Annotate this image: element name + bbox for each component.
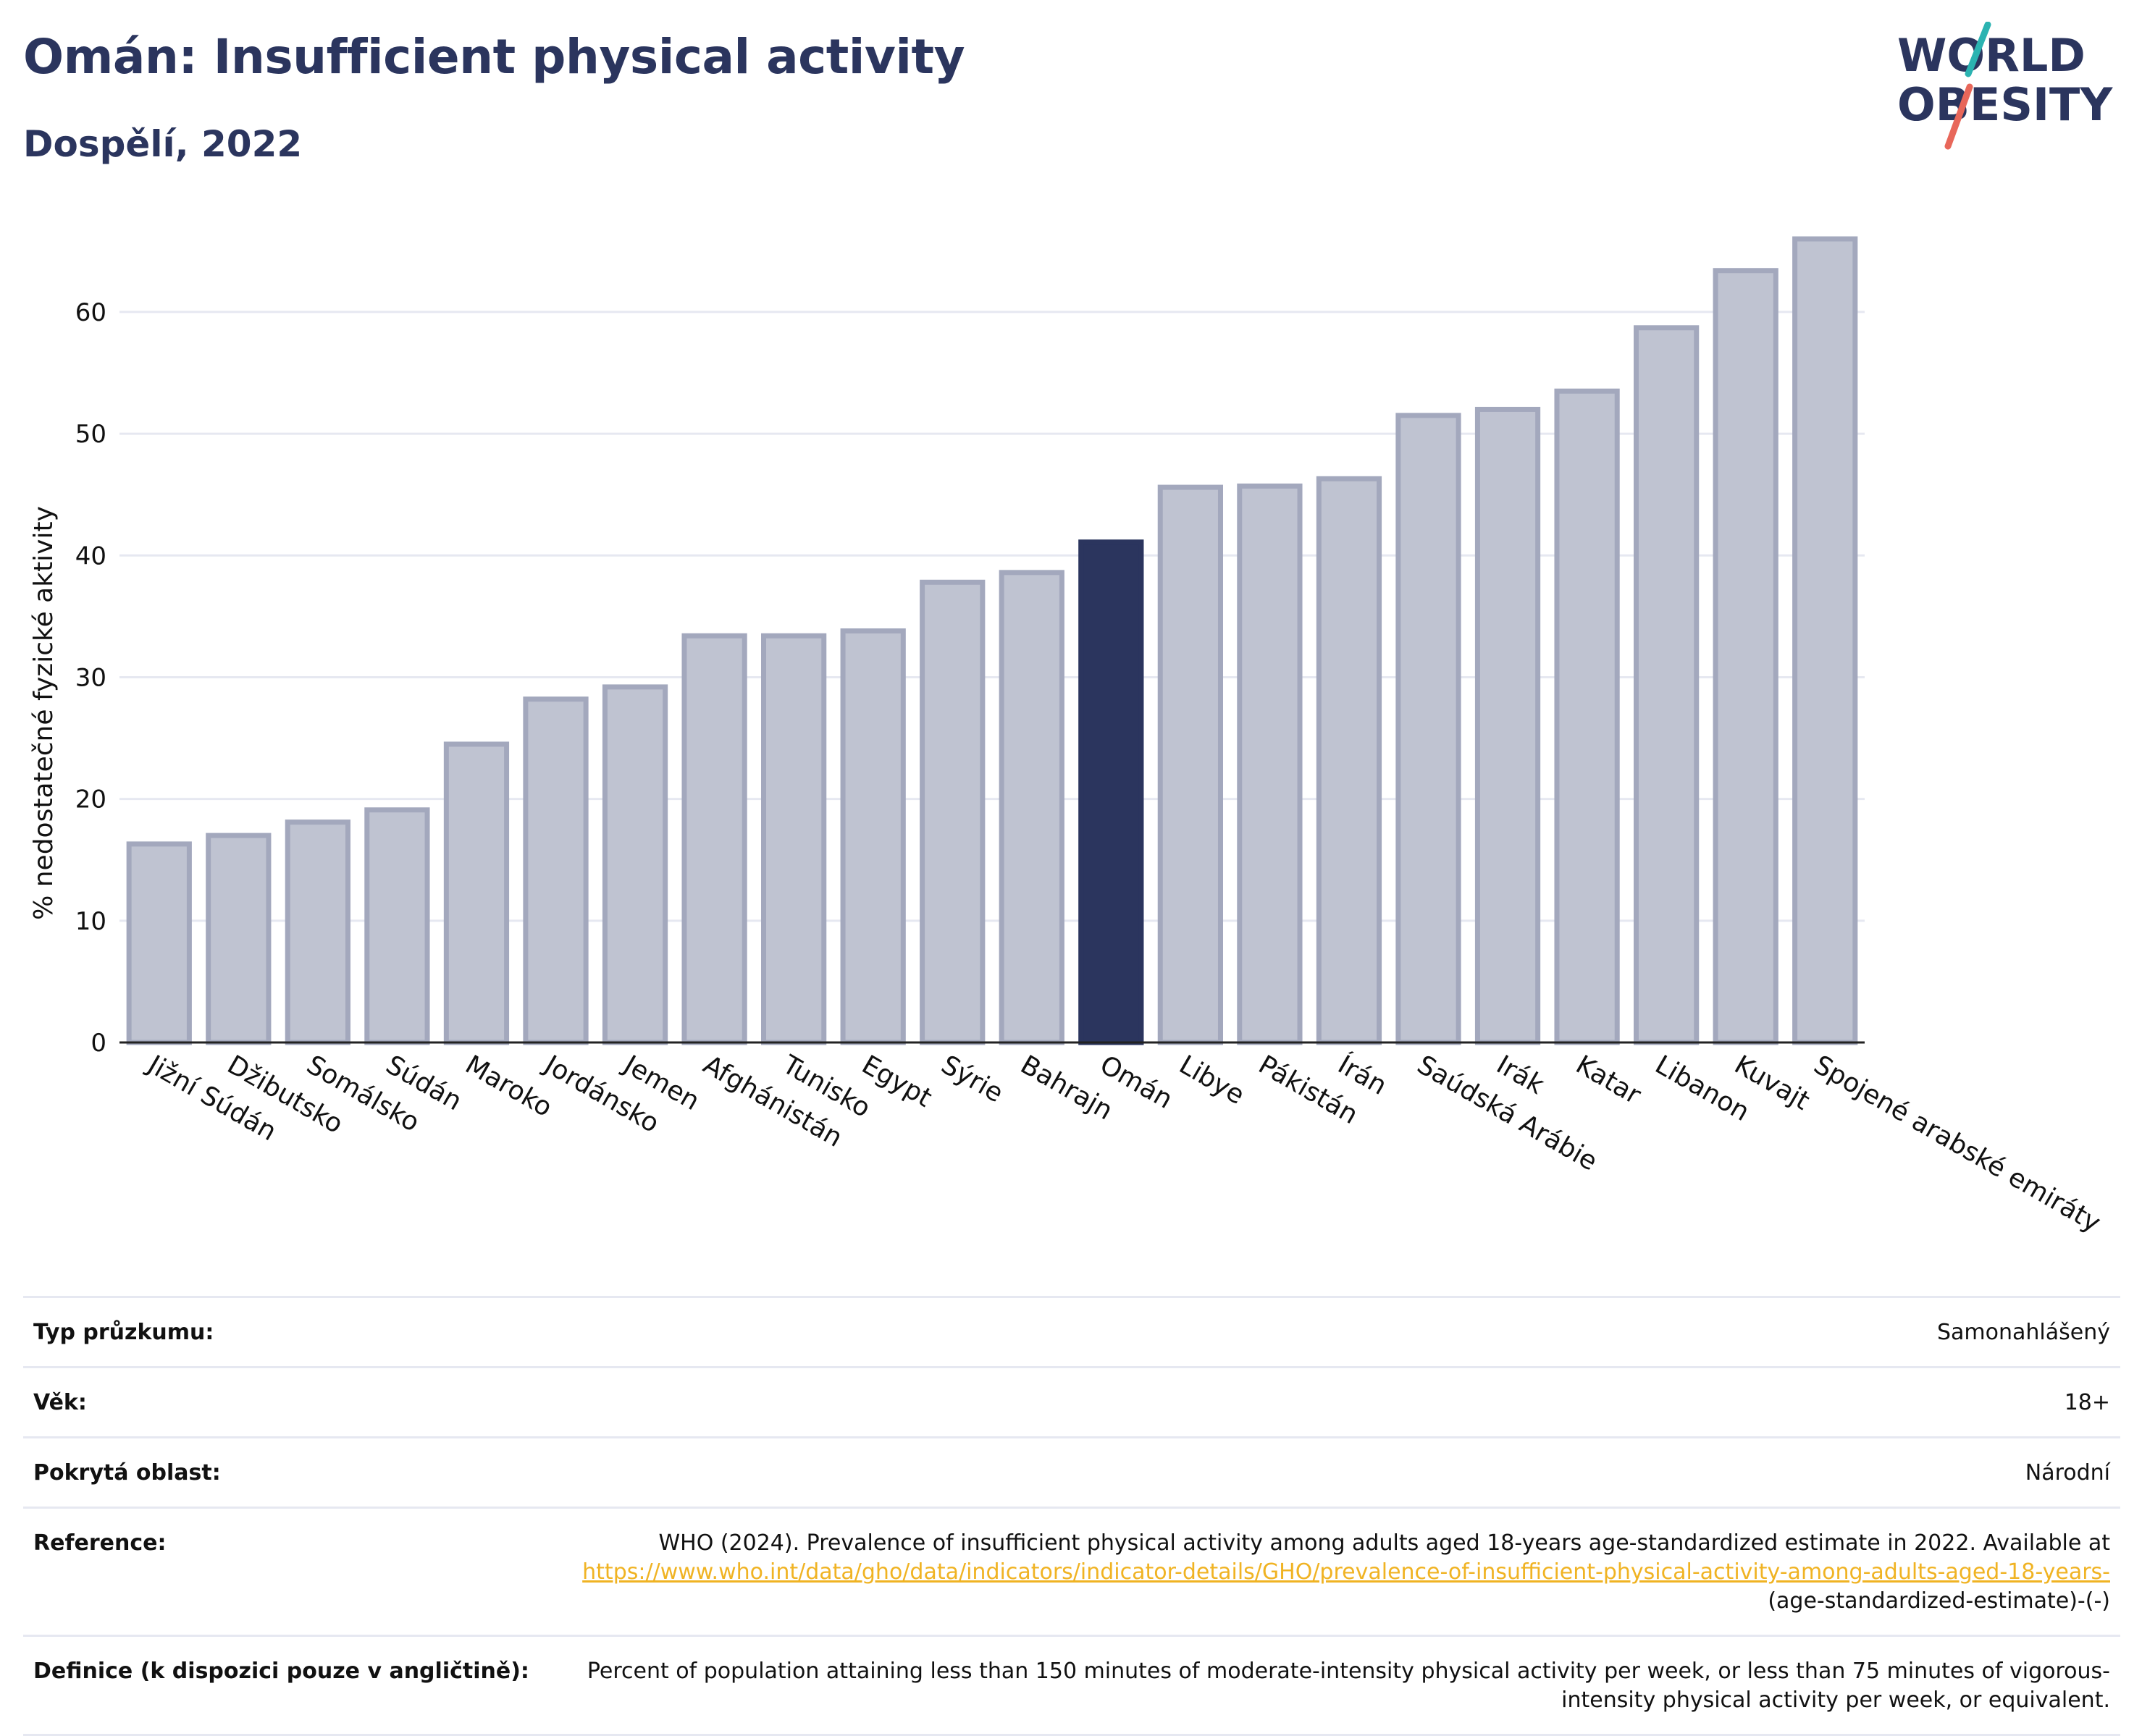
logo-text-world: WORLD [1897,29,2086,82]
meta-row-definition: Definice (k dispozici pouze v angličtině… [23,1635,2120,1735]
reference-link[interactable]: https://www.who.int/data/gho/data/indica… [582,1559,2110,1585]
bar [999,570,1064,1045]
logo-slash-teal [1965,22,1991,77]
y-tick-labels: 0 10 20 30 40 50 60 [75,298,106,1058]
bar [443,741,510,1045]
bar [1237,483,1303,1045]
chart-title: Omán: Insufficient physical activity [23,29,965,85]
survey-type-value: Samonahlášený [1937,1320,2110,1345]
reference-suffix: (age-standardized-estimate)-(-) [1768,1588,2110,1614]
y-axis-label: % nedostatečné fyzické aktivity [29,506,59,920]
coverage-label: Pokrytá oblast: [33,1460,221,1486]
bar [126,841,192,1045]
y-tick-label: 10 [75,907,106,936]
reference-label: Reference: [33,1530,167,1556]
x-tick-label: Libye [1174,1050,1249,1111]
meta-row-survey: Typ průzkumu: Samonahlášený [23,1297,2120,1368]
y-tick-label: 40 [75,542,106,570]
meta-row-reference: Reference: WHO (2024). Prevalence of ins… [23,1507,2120,1636]
x-tick-label: Maroko [460,1050,557,1123]
bar [1713,268,1778,1045]
bar [1554,388,1620,1045]
x-tick-label: Katar [1571,1050,1646,1111]
bar [602,684,668,1045]
meta-row-age: Věk: 18+ [23,1367,2120,1438]
bars [126,236,1858,1045]
y-tick-label: 0 [91,1029,106,1058]
bar [1395,413,1461,1045]
reference-text: WHO (2024). Prevalence of insufficient p… [658,1530,2110,1556]
logo-slash-red [1944,83,1973,150]
y-tick-label: 20 [75,785,106,814]
y-tick-label: 60 [75,298,106,327]
meta-row-coverage: Pokrytá oblast: Národní [23,1437,2120,1508]
metadata-table: Typ průzkumu: Samonahlášený Věk: 18+ Pok… [23,1296,2120,1736]
logo-text-obesity: OBESITY [1897,78,2113,131]
bar [1316,476,1382,1045]
age-label: Věk: [33,1390,87,1415]
bar [206,833,272,1045]
bar [761,633,827,1045]
x-tick-label: Spojené arabské emiráty [1809,1050,2106,1238]
bar [681,633,747,1045]
coverage-value: Národní [2025,1460,2110,1486]
bar [1157,484,1223,1045]
y-tick-label: 50 [75,420,106,449]
definition-value: Percent of population attaining less tha… [587,1659,2110,1713]
definition-label: Definice (k dispozici pouze v angličtině… [33,1659,529,1684]
bar [364,807,430,1045]
bar [1792,236,1858,1045]
chart-subtitle: Dospělí, 2022 [23,123,303,165]
bar [1474,406,1541,1045]
world-obesity-logo: WORLD OBESITY [1897,22,2113,150]
bar [285,819,350,1045]
bar [1078,539,1144,1045]
bar [1634,325,1700,1045]
x-tick-label: Sýrie [936,1050,1008,1108]
bar [523,696,589,1045]
age-value: 18+ [2064,1390,2110,1415]
bar [920,579,986,1045]
bar [840,628,906,1045]
bar-chart: 0 10 20 30 40 50 60 Jižní SúdánDžibutskoSomáls… [29,236,2106,1239]
y-tick-label: 30 [75,663,106,692]
x-tick-labels: Jižní SúdánDžibutskoSomálskoSúdánMarokoJ… [142,1049,2106,1238]
survey-type-label: Typ průzkumu: [33,1320,214,1345]
reference-value: WHO (2024). Prevalence of insufficient p… [550,1508,2120,1636]
